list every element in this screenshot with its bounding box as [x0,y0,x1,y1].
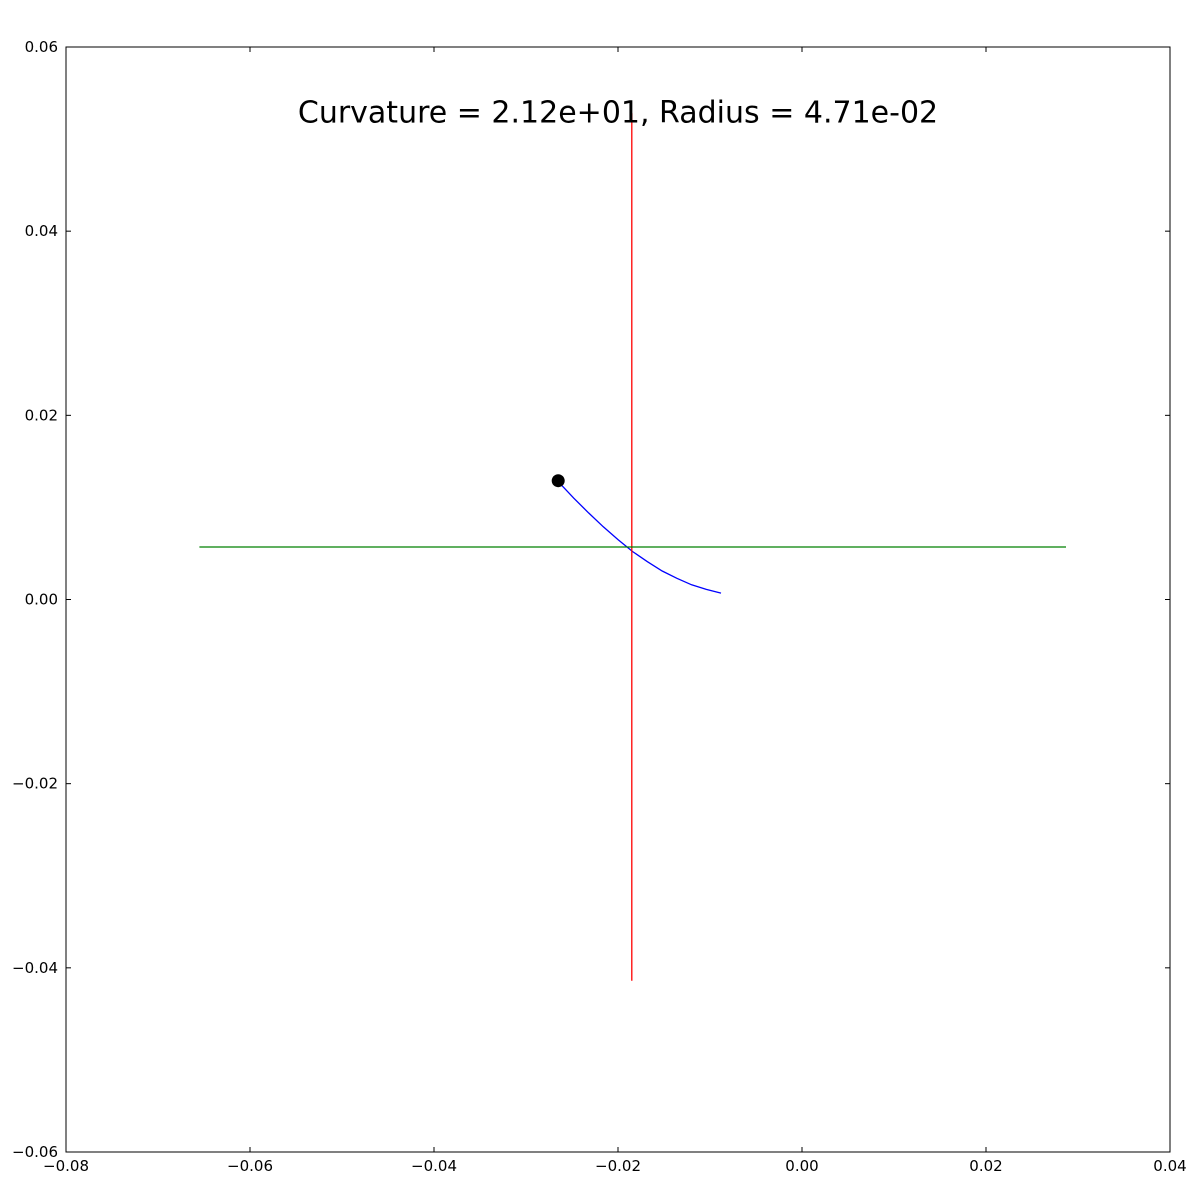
x-tick-label: −0.02 [595,1157,641,1175]
y-tick-label: 0.04 [25,222,58,240]
series-line-0 [558,482,722,594]
y-tick-label: 0.00 [25,591,58,609]
x-tick-label: −0.04 [411,1157,457,1175]
x-tick-label: −0.08 [43,1157,89,1175]
y-tick-label: −0.06 [12,1143,58,1161]
marker-point-0 [551,474,565,488]
x-tick-label: 0.00 [785,1157,818,1175]
x-tick-label: −0.06 [227,1157,273,1175]
y-tick-label: −0.04 [12,959,58,977]
y-tick-label: 0.06 [25,38,58,56]
plot-series [199,113,1066,981]
axis-ticks: −0.08 −0.06 −0.04 −0.02 0.00 0.02 0.04−0.06−0.… [12,38,1187,1175]
plot-frame [65,46,1171,1153]
x-tick-label: 0.02 [969,1157,1002,1175]
y-tick-label: −0.02 [12,775,58,793]
x-tick-label: 0.04 [1153,1157,1186,1175]
curvature-annotation: Curvature = 2.12e+01, Radius = 4.71e-02 [298,95,938,130]
plot-points [551,474,565,488]
y-tick-label: 0.02 [25,406,58,424]
